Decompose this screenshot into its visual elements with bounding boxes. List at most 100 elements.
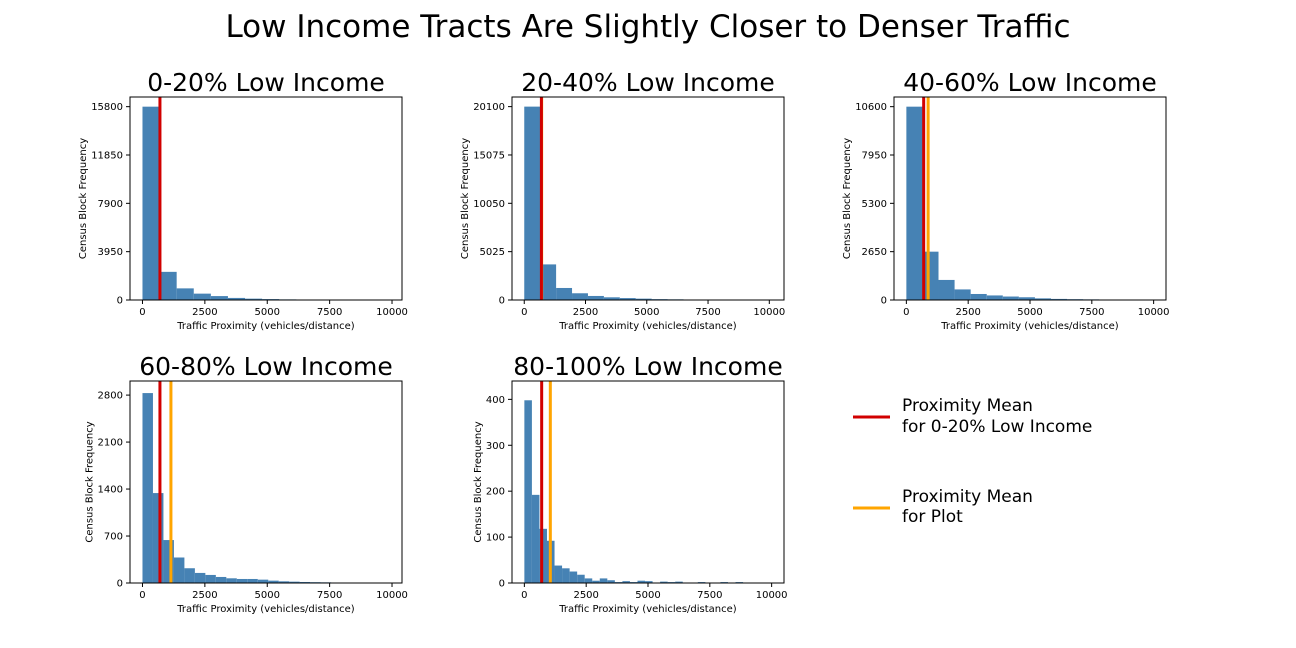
legend-label-plot-mean-line1: Proximity Mean	[902, 487, 1033, 507]
histogram-bars	[524, 106, 780, 300]
y-tick-label: 300	[486, 441, 505, 452]
histogram-bar	[584, 578, 593, 583]
y-tick-label: 0	[117, 296, 123, 307]
y-tick-label: 10600	[855, 102, 887, 113]
x-axis-label: Traffic Proximity (vehicles/distance)	[558, 321, 736, 332]
histogram-bar	[599, 578, 608, 583]
histogram-bar	[142, 106, 160, 301]
histogram-bar	[1018, 297, 1035, 300]
x-tick-label: 5000	[255, 307, 280, 318]
histogram-bars	[524, 400, 744, 583]
y-tick-label: 3950	[98, 247, 123, 258]
x-tick-label: 10000	[1138, 307, 1170, 318]
histogram-bar	[562, 568, 570, 583]
axes-frame	[129, 380, 403, 584]
histogram-bars	[142, 393, 395, 583]
subplot-4: 0 2500 5000 7500 10000 0 700 1400 2100 2800 Traffi…	[84, 352, 408, 615]
y-tick-label: 7950	[862, 151, 887, 162]
histogram-bar	[184, 568, 195, 583]
histogram-bar	[569, 571, 578, 583]
histogram-bar	[577, 574, 585, 583]
subplot-3: 0 2500 5000 7500 10000 0 2650 5300 7950 10600 Traf…	[842, 68, 1170, 332]
y-tick-label: 10050	[473, 199, 505, 210]
y-tick-label: 11850	[91, 151, 123, 162]
x-tick-label: 5000	[635, 590, 660, 601]
subplot-title: 60-80% Low Income	[139, 352, 393, 381]
histogram-bar	[299, 581, 311, 583]
x-tick-label: 7500	[697, 590, 722, 601]
y-tick-label: 200	[486, 487, 505, 498]
histogram-bar	[236, 578, 248, 583]
x-tick-label: 7500	[1079, 307, 1104, 318]
histogram-bar	[142, 393, 153, 583]
y-tick-label: 0	[499, 579, 505, 590]
x-tick-label: 10000	[376, 590, 408, 601]
legend-label-ref-mean-line2: for 0-20% Low Income	[902, 417, 1092, 437]
histogram-bar	[556, 287, 573, 300]
subplot-title: 0-20% Low Income	[147, 68, 385, 97]
subplot-2: 0 2500 5000 7500 10000 0 5025 10050 15075 20100 Tr…	[460, 68, 785, 332]
histogram-bar	[524, 106, 541, 300]
subplot-title: 80-100% Low Income	[513, 352, 782, 381]
histogram-bar	[176, 288, 194, 300]
y-tick-label: 2650	[862, 247, 887, 258]
histogram-bar	[1051, 298, 1068, 300]
histogram-bar	[572, 293, 588, 300]
histogram-bar	[247, 578, 258, 583]
legend: Proximity Mean for 0-20% Low Income Prox…	[853, 396, 1092, 527]
histogram-bar	[637, 580, 646, 583]
x-tick-label: 2500	[573, 590, 598, 601]
y-tick-label: 7900	[98, 199, 123, 210]
histogram-bar	[226, 578, 237, 583]
histogram-bar	[227, 297, 246, 300]
x-tick-label: 0	[521, 307, 527, 318]
x-tick-label: 7500	[317, 590, 342, 601]
x-axis-label: Traffic Proximity (vehicles/distance)	[176, 604, 354, 615]
x-axis-label: Traffic Proximity (vehicles/distance)	[176, 321, 354, 332]
y-tick-label: 1400	[98, 485, 123, 496]
histogram-bar	[938, 279, 955, 300]
subplot-title: 40-60% Low Income	[903, 68, 1157, 97]
y-tick-label: 100	[486, 533, 505, 544]
legend-label-ref-mean-line1: Proximity Mean	[902, 396, 1033, 416]
histogram-bar	[193, 293, 211, 300]
histogram-bar	[152, 493, 164, 583]
histogram-bar	[622, 581, 630, 583]
histogram-bar	[554, 565, 563, 583]
histogram-bar	[645, 581, 653, 583]
x-tick-label: 5000	[1017, 307, 1042, 318]
x-tick-label: 0	[521, 590, 527, 601]
histogram-bar	[1002, 296, 1019, 300]
histogram-bar	[540, 264, 557, 300]
x-tick-label: 0	[903, 307, 909, 318]
histogram-bar	[210, 296, 228, 300]
x-tick-label: 0	[139, 307, 145, 318]
histogram-bar	[194, 572, 206, 583]
y-tick-label: 15075	[473, 150, 505, 161]
histogram-bar	[245, 298, 263, 300]
y-tick-label: 0	[499, 296, 505, 307]
y-axis-label: Census Block Frequency	[78, 138, 89, 259]
histogram-bar	[159, 271, 177, 300]
histogram-bar	[986, 295, 1003, 300]
histogram-bar	[660, 581, 668, 583]
histogram-bar	[163, 540, 174, 583]
histogram-bar	[619, 298, 636, 300]
histogram-bar	[592, 580, 600, 583]
histogram-bar	[531, 494, 540, 583]
x-axis-label: Traffic Proximity (vehicles/distance)	[558, 604, 736, 615]
y-axis-label: Census Block Frequency	[473, 421, 484, 542]
x-tick-label: 2500	[192, 307, 217, 318]
histogram-bar	[173, 557, 185, 583]
legend-label-plot-mean-line2: for Plot	[902, 507, 963, 527]
x-tick-label: 7500	[695, 307, 720, 318]
subplot-1: 0 2500 5000 7500 10000 0 3950 7900 11850 15800 Tra…	[78, 68, 408, 332]
histogram-bar	[675, 581, 683, 583]
histogram-bar	[970, 293, 987, 300]
y-tick-label: 0	[881, 296, 887, 307]
histogram-bar	[906, 106, 923, 301]
y-tick-label: 2100	[98, 438, 123, 449]
x-tick-label: 10000	[753, 307, 785, 318]
subplots: 0 2500 5000 7500 100000395079001185015800Tra…	[78, 68, 1170, 615]
subplot-title: 20-40% Low Income	[521, 68, 775, 97]
